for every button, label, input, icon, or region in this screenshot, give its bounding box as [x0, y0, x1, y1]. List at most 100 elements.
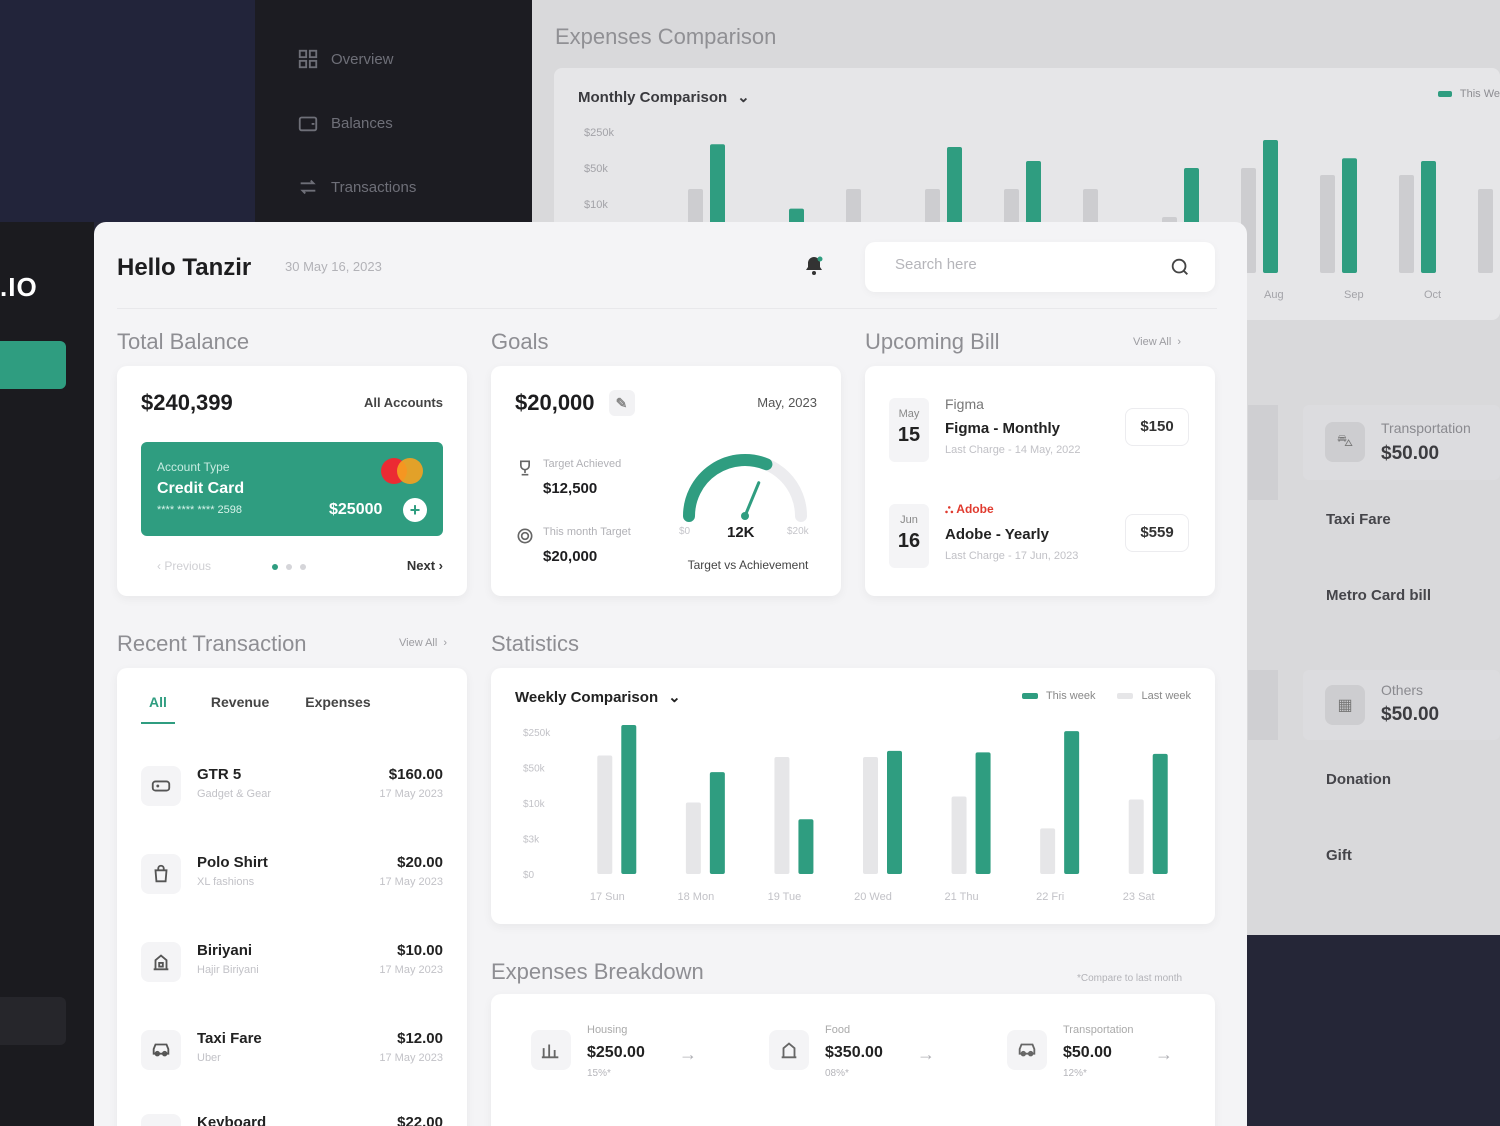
arrow-right-icon[interactable]: → — [1155, 1044, 1173, 1064]
tile-transportation[interactable]: ⛍ Transportation $50.00 — [1303, 405, 1500, 480]
breakdown-item[interactable]: Food $350.00 08%* → — [769, 1024, 949, 1094]
greeting: Hello Tanzir — [117, 254, 252, 281]
tile-others[interactable]: ▦ Others $50.00 — [1303, 670, 1500, 740]
dashboard: Hello Tanzir 30 May 16, 2023 Total Balan… — [94, 222, 1247, 1126]
dot[interactable] — [272, 564, 278, 570]
transactions-view-all-link[interactable]: View All › — [399, 637, 447, 649]
active-sidebar-item[interactable] — [0, 341, 66, 389]
bill-day: 15 — [897, 424, 921, 446]
bill-price[interactable]: $559 — [1125, 514, 1189, 552]
dot[interactable] — [286, 564, 292, 570]
goal-amount: $20,000 — [515, 390, 595, 415]
goal-amount-row: $20,000 ✎ — [515, 390, 635, 416]
y-tick-label: $0 — [523, 870, 535, 881]
bill-view-all-link[interactable]: View All › — [1133, 336, 1181, 348]
bill-title: Adobe - Yearly — [945, 526, 1049, 543]
bill-date: May 15 — [889, 398, 929, 462]
list-item[interactable]: Biriyani Hajir Biriyani $10.00 17 May 20… — [141, 938, 443, 998]
credit-card[interactable]: Account Type Credit Card **** **** **** … — [141, 442, 443, 536]
swap-icon — [300, 179, 316, 195]
legend-swatch — [1117, 693, 1134, 699]
breakdown-item[interactable]: Housing $250.00 15%* → — [531, 1024, 711, 1094]
bg-bar-green — [1263, 140, 1278, 273]
figma-logo: Figma — [945, 396, 984, 412]
bar-this-week — [709, 772, 725, 874]
upcoming-bill-title: Upcoming Bill — [865, 329, 1000, 354]
gauge-min: $0 — [679, 526, 691, 537]
monthly-comparison-select[interactable]: Monthly Comparison ⌄ — [578, 88, 750, 107]
dot[interactable] — [300, 564, 306, 570]
box-icon: ▦ — [1325, 685, 1365, 725]
bar-this-week — [1152, 753, 1168, 874]
adobe-logo: ⛬ Adobe — [945, 502, 994, 516]
x-tick-label: 21 Thu — [945, 891, 979, 903]
food-icon — [769, 1030, 809, 1070]
y-tick-label: $10k — [523, 799, 546, 810]
y-tick-label: $50k — [523, 764, 546, 775]
breakdown-pct: 12%* — [1063, 1068, 1087, 1079]
previous-button[interactable]: ‹ Previous — [157, 559, 212, 573]
bill-day: 16 — [897, 530, 921, 552]
chart-legend: This week Last week — [1021, 690, 1191, 702]
bg-row[interactable]: Gift — [1326, 847, 1352, 864]
recent-transaction-title: Recent Transaction — [117, 631, 307, 656]
car-icon — [1007, 1030, 1047, 1070]
wallet-icon — [298, 116, 318, 132]
bill-price[interactable]: $150 — [1125, 408, 1189, 446]
tx-name: GTR 5 — [197, 766, 242, 783]
arrow-right-icon[interactable]: → — [917, 1044, 935, 1064]
nav-item-overview[interactable]: Overview — [297, 48, 394, 70]
x-tick-label: 17 Sun — [590, 891, 625, 903]
bg-row[interactable]: Metro Card bill — [1326, 587, 1432, 604]
bg-bar-green — [1421, 161, 1436, 273]
tab-revenue[interactable]: Revenue — [210, 694, 270, 710]
breakdown-item[interactable]: Transportation $50.00 12%* → — [1007, 1024, 1187, 1094]
select-label: Weekly Comparison — [515, 688, 659, 706]
x-tick-label: 23 Sat — [1123, 891, 1155, 903]
list-item[interactable]: Keyboard $22.00 — [141, 1110, 443, 1126]
search-box — [865, 242, 1215, 292]
weekly-comparison-select[interactable]: Weekly Comparison ⌄ — [515, 688, 681, 707]
tab-all[interactable]: All — [141, 694, 175, 724]
x-tick-label: 22 Fri — [1036, 891, 1064, 903]
bill-item[interactable]: May 15 Figma Figma - Monthly Last Charge … — [889, 396, 1189, 476]
bill-item[interactable]: Jun 16 ⛬ Adobe Adobe - Yearly Last Charge… — [889, 502, 1189, 582]
sidebar-bottom-item[interactable] — [0, 997, 66, 1045]
legend-label: Last week — [1141, 690, 1191, 702]
next-button[interactable]: Next › — [406, 558, 443, 573]
breakdown-category: Housing — [587, 1024, 628, 1036]
nav-item-transactions[interactable]: Transactions — [297, 176, 416, 198]
all-accounts-link[interactable]: All Accounts — [364, 395, 443, 410]
breakdown-category: Transportation — [1063, 1024, 1134, 1036]
tx-name: Taxi Fare — [197, 1030, 262, 1047]
arrow-right-icon[interactable]: → — [679, 1044, 697, 1064]
tx-amount: $10.00 — [397, 942, 443, 959]
edit-icon[interactable]: ✎ — [608, 390, 635, 416]
bg-bar-grey — [1320, 175, 1335, 273]
gauge-caption: Target vs Achievement — [687, 558, 809, 572]
tx-amount: $12.00 — [397, 1030, 443, 1047]
bar-this-week — [975, 752, 991, 874]
tx-amount: $22.00 — [397, 1114, 443, 1126]
bg-y-tick: $10k — [584, 199, 608, 211]
search-icon[interactable] — [1169, 256, 1191, 278]
goal-date: May, 2023 — [757, 395, 817, 410]
gauge-value: 12K — [727, 524, 755, 541]
nav-item-balances[interactable]: Balances — [297, 112, 393, 134]
tx-sub: XL fashions — [197, 876, 255, 888]
bar-last-week — [951, 796, 967, 874]
bell-icon[interactable] — [802, 254, 826, 278]
add-icon[interactable]: + — [403, 498, 427, 522]
bg-row[interactable]: Taxi Fare — [1326, 511, 1391, 528]
list-item[interactable]: Polo Shirt XL fashions $20.00 17 May 202… — [141, 850, 443, 910]
list-item[interactable]: Taxi Fare Uber $12.00 17 May 2023 — [141, 1026, 443, 1086]
chevron-down-icon: ⌄ — [737, 89, 750, 106]
tab-expenses[interactable]: Expenses — [305, 694, 371, 710]
list-item[interactable]: GTR 5 Gadget & Gear $160.00 17 May 2023 — [141, 762, 443, 822]
x-tick-label: 18 Mon — [678, 891, 715, 903]
legend-swatch — [1021, 693, 1038, 699]
search-input[interactable] — [895, 256, 1155, 273]
bill-last-charge: Last Charge - 14 May, 2022 — [945, 444, 1081, 456]
bar-last-week — [1128, 799, 1144, 874]
bg-row[interactable]: Donation — [1326, 771, 1391, 788]
